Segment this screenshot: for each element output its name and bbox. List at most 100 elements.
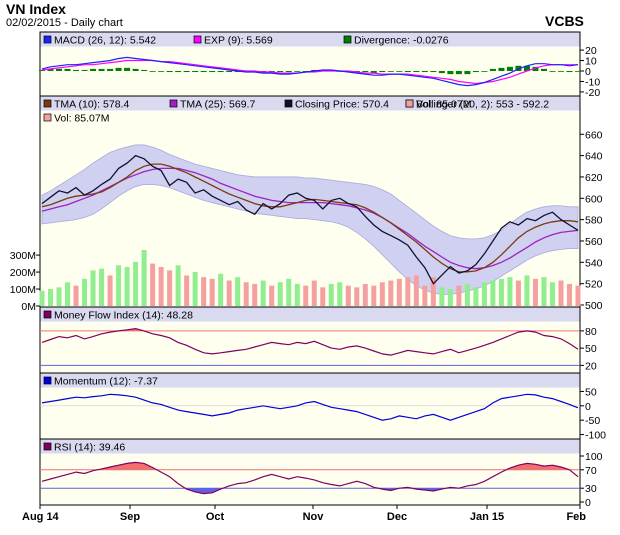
y-tick-label: 20 <box>585 360 597 372</box>
volume-bar <box>99 268 105 306</box>
volume-tick-label: 200M <box>10 267 36 279</box>
volume-bar <box>345 285 351 306</box>
momentum_panel: Momentum (12): -7.37 50 0 -50 -100 <box>39 372 606 442</box>
divergence-bar <box>294 71 301 72</box>
divergence-bar <box>285 71 292 73</box>
y-tick-label: 100 <box>585 451 603 463</box>
divergence-bar <box>498 67 505 71</box>
divergence-bar <box>226 71 233 73</box>
divergence-bar <box>379 71 386 73</box>
divergence-bar <box>277 71 284 73</box>
divergence-bar <box>540 68 547 71</box>
y-tick-label: 0 <box>585 497 591 509</box>
rsi_panel-legend-band <box>40 439 580 454</box>
divergence-bar <box>387 71 394 72</box>
x-axis: Aug 14 Sep Oct Nov Dec Jan 15 Feb <box>22 505 586 523</box>
volume-bar <box>150 263 156 306</box>
volume-bar <box>184 275 190 306</box>
volume-bar <box>235 277 241 306</box>
money_flow_panel-line <box>41 327 579 356</box>
volume-bar <box>133 261 139 306</box>
brand-label: VCBS <box>545 13 584 29</box>
divergence-bar <box>141 69 148 71</box>
divergence-bar <box>447 71 454 75</box>
volume-bar <box>379 282 385 306</box>
legend-swatch <box>43 99 52 108</box>
macd_panel-legend-band <box>40 32 580 47</box>
close-line <box>41 154 579 285</box>
legend-label: Momentum (12): -7.37 <box>54 376 158 388</box>
y-tick-label: 30 <box>585 483 597 495</box>
bollinger-band <box>41 144 579 295</box>
y-tick-label: 520 <box>585 279 603 291</box>
y-tick-label: -20 <box>585 87 600 99</box>
legend-swatch <box>169 99 178 108</box>
y-tick-label: 580 <box>585 215 603 227</box>
legend-swatch <box>193 35 202 44</box>
volume-bar <box>303 285 309 306</box>
divergence-bar <box>396 71 403 72</box>
divergence-bar <box>575 71 581 72</box>
y-tick-label: 0 <box>585 401 591 413</box>
volume-bar <box>286 278 292 306</box>
divergence-bar <box>64 68 71 71</box>
divergence-bar <box>73 69 80 71</box>
legend-label: Closing Price: 570.4 <box>295 99 389 111</box>
volume-bar <box>456 285 462 306</box>
x-tick-label: Oct <box>206 511 225 523</box>
y-tick-label: 50 <box>585 343 597 355</box>
chart-title: VN Index <box>6 1 66 17</box>
volume-bar <box>354 287 360 306</box>
money_flow_panel: Money Flow Index (14): 48.28 80 50 20 <box>39 306 597 374</box>
y-tick-label: -10 <box>585 76 600 88</box>
volume-bar <box>175 265 181 306</box>
volume-bar <box>311 280 317 306</box>
volume-bar <box>56 287 62 306</box>
divergence-bar <box>532 66 539 71</box>
divergence-bar <box>132 68 139 71</box>
volume-tick-label: 100M <box>10 284 36 296</box>
volume-bar <box>48 289 54 306</box>
y-tick-label: 600 <box>585 193 603 205</box>
y-tick-label: -50 <box>585 415 600 427</box>
volume-bar <box>116 265 122 306</box>
legend-label: Bollinger (20, 2): 553 - 592.2 <box>416 99 549 111</box>
legend-swatch <box>43 442 52 451</box>
x-tick-label: Jan 15 <box>470 511 504 523</box>
divergence-bar <box>481 71 488 72</box>
volume-bar <box>549 282 555 306</box>
divergence-bar <box>200 71 207 73</box>
volume-bar <box>218 273 224 306</box>
y-tick-label: 0 <box>585 66 591 78</box>
vol-legend-bg <box>40 110 121 124</box>
x-tick-label: Sep <box>120 511 140 523</box>
volume-bar <box>260 280 266 306</box>
divergence-bar <box>523 65 530 71</box>
legend-swatch <box>343 35 352 44</box>
volume-bar <box>575 285 581 306</box>
volume-bar <box>201 277 207 306</box>
rsi_panel-line <box>41 461 579 495</box>
divergence-bar <box>115 67 122 71</box>
divergence-bar <box>192 71 199 73</box>
volume-bar <box>252 283 258 306</box>
price_panel: TMA (10): 578.4 TMA (25): 569.7 Closing Pr… <box>10 95 603 313</box>
divergence-bar <box>557 71 564 72</box>
divergence-bar <box>158 71 165 72</box>
legend-swatch <box>284 99 293 108</box>
legend-label: MACD (26, 12): 5.542 <box>54 35 156 47</box>
y-tick-label: 10 <box>585 56 597 68</box>
macd-line <box>41 56 579 87</box>
divergence-bar <box>81 69 88 71</box>
divergence-bar <box>362 71 369 73</box>
y-tick-label: 50 <box>585 386 597 398</box>
divergence-bar <box>413 71 420 73</box>
divergence-bar <box>472 71 479 73</box>
volume-bar <box>541 277 547 306</box>
volume-bar <box>405 277 411 306</box>
legend-label: Vol: 85.07M <box>416 99 471 111</box>
volume-bar <box>141 250 147 306</box>
volume-bar <box>320 287 326 306</box>
divergence-bar <box>370 71 377 74</box>
volume-bar <box>371 285 377 306</box>
